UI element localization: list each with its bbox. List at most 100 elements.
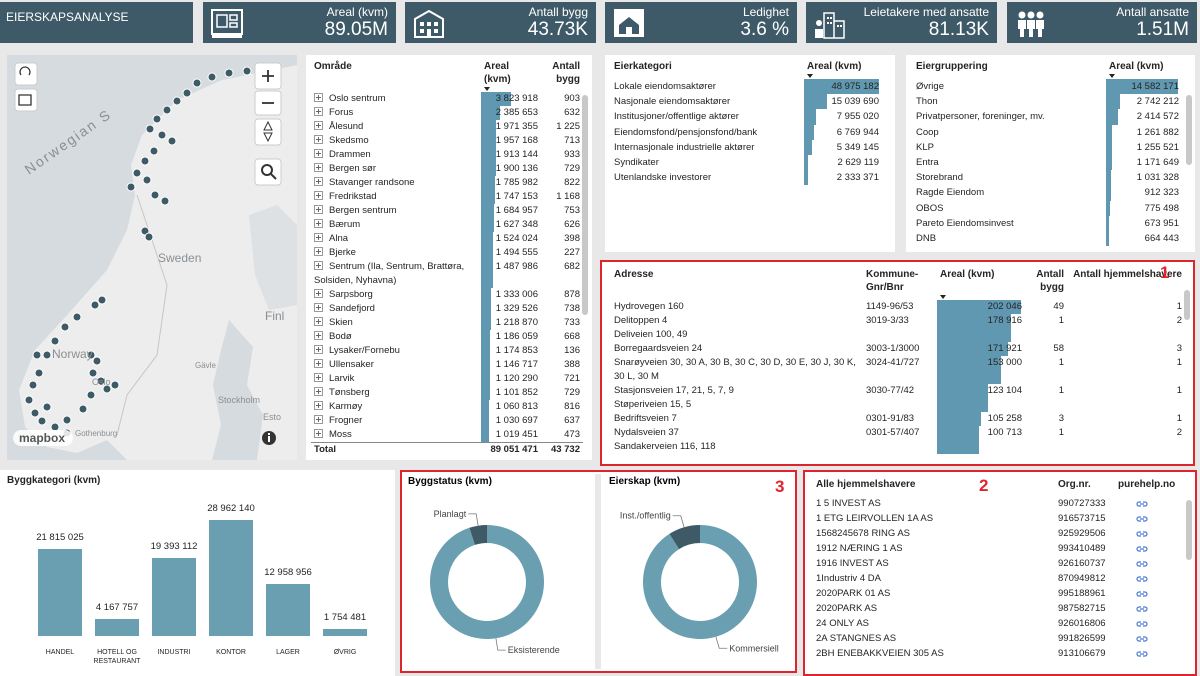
- link-icon[interactable]: [1136, 559, 1148, 569]
- column-header[interactable]: Areal (kvm): [804, 60, 882, 79]
- expand-icon[interactable]: [314, 93, 323, 102]
- cell-text: 903: [564, 93, 580, 104]
- table-cell: Thon: [913, 94, 1106, 109]
- table-cell: Stavanger randsone: [311, 176, 481, 190]
- expand-icon[interactable]: [314, 121, 323, 130]
- expand-icon[interactable]: [314, 387, 323, 396]
- donut-slice: [643, 525, 757, 639]
- cell-text: Borregaardsveien 24: [614, 343, 703, 354]
- link-icon[interactable]: [1136, 574, 1148, 584]
- kpi-card: Antall ansatte 1.51M: [1007, 2, 1197, 43]
- link-icon[interactable]: [1136, 499, 1148, 509]
- table-cell: 729: [541, 162, 583, 176]
- column-header[interactable]: Antall hjemmelshavere: [1067, 268, 1185, 300]
- table-cell: 632: [541, 106, 583, 120]
- map-control[interactable]: [14, 88, 38, 112]
- column-header[interactable]: Areal (kvm): [1106, 60, 1182, 79]
- cell-text: 2 385 653: [495, 107, 538, 118]
- cell-text: Ullensaker: [329, 359, 374, 370]
- table-cell: 870949812: [1055, 572, 1115, 587]
- table-cell: 100 713: [937, 426, 1025, 454]
- expand-icon[interactable]: [314, 359, 323, 368]
- expand-icon[interactable]: [314, 163, 323, 172]
- expand-icon[interactable]: [314, 135, 323, 144]
- expand-icon[interactable]: [314, 191, 323, 200]
- expand-icon[interactable]: [314, 401, 323, 410]
- table-cell: Hydrovegen 160: [611, 300, 863, 314]
- link-icon[interactable]: [1136, 634, 1148, 644]
- cell-text: 1 019 451: [495, 429, 538, 440]
- expand-icon[interactable]: [314, 261, 323, 270]
- table-cell: 398: [541, 232, 583, 246]
- column-header[interactable]: Antall bygg: [1025, 268, 1067, 300]
- cell-text: 2 333 371: [836, 172, 879, 184]
- expand-icon[interactable]: [314, 345, 323, 354]
- table-cell: 916573715: [1055, 512, 1115, 527]
- column-header[interactable]: purehelp.no: [1115, 478, 1175, 497]
- expand-icon[interactable]: [314, 331, 323, 340]
- map-control[interactable]: [254, 158, 282, 186]
- map[interactable]: Norwegian SSwedenFinlNorwayOsloGävleStoc…: [7, 55, 297, 460]
- expand-icon[interactable]: [314, 247, 323, 256]
- expand-icon[interactable]: [314, 219, 323, 228]
- scrollbar[interactable]: [1186, 500, 1192, 560]
- cell-text: 58: [1053, 343, 1064, 354]
- link-icon[interactable]: [1136, 589, 1148, 599]
- link-glyph: [1136, 636, 1148, 642]
- link-icon[interactable]: [1136, 604, 1148, 614]
- column-header[interactable]: Område: [311, 60, 481, 92]
- column-header[interactable]: Areal (kvm): [481, 60, 541, 92]
- expand-icon[interactable]: [314, 149, 323, 158]
- column-header[interactable]: Areal (kvm): [937, 268, 1025, 300]
- scrollbar[interactable]: [582, 95, 588, 315]
- column-header[interactable]: Adresse: [611, 268, 863, 300]
- column-header[interactable]: Alle hjemmelshavere: [813, 478, 1055, 497]
- expand-icon[interactable]: [314, 233, 323, 242]
- expand-icon[interactable]: [314, 107, 323, 116]
- bar: [323, 628, 367, 636]
- map-control[interactable]: [254, 118, 282, 146]
- column-header[interactable]: Eiergruppering: [913, 60, 1106, 79]
- cell-text: Coop: [916, 126, 939, 138]
- cell-text: 738: [564, 303, 580, 314]
- data-label: 19 393 112: [150, 541, 198, 553]
- expand-icon[interactable]: [314, 177, 323, 186]
- expand-icon[interactable]: [314, 373, 323, 382]
- kpi-icon: [815, 12, 845, 39]
- header-text: purehelp.no: [1118, 479, 1176, 490]
- expand-icon[interactable]: [314, 317, 323, 326]
- cell-text: Delitoppen 4 Deliveien 100, 49: [614, 315, 688, 340]
- table-cell: Bedriftsveien 7: [611, 412, 863, 426]
- expand-icon[interactable]: [314, 429, 323, 438]
- cell-text: 1: [1058, 357, 1064, 368]
- column-header[interactable]: Kommune-Gnr/Bnr: [863, 268, 937, 300]
- table-row: Storebrand 1 031 328: [913, 170, 1182, 186]
- table-cell: 1 261 882: [1106, 124, 1182, 140]
- expand-icon[interactable]: [314, 205, 323, 214]
- link-icon[interactable]: [1136, 619, 1148, 629]
- cell-text: 1 ETG LEIRVOLLEN 1A AS: [816, 513, 934, 524]
- table-row: Entra 1 171 649: [913, 155, 1182, 171]
- data-bar: [481, 204, 495, 218]
- cell-text: 0301-57/407: [866, 427, 920, 438]
- column-header[interactable]: Org.nr.: [1055, 478, 1115, 497]
- expand-icon[interactable]: [314, 415, 323, 424]
- map-label: Sweden: [158, 251, 201, 265]
- column-header[interactable]: Eierkategori: [611, 60, 804, 79]
- link-icon[interactable]: [1136, 514, 1148, 524]
- expand-icon[interactable]: [314, 303, 323, 312]
- column-header[interactable]: Antall bygg: [541, 60, 583, 92]
- table-cell: 682: [541, 260, 583, 288]
- scrollbar[interactable]: [1184, 290, 1190, 320]
- scrollbar[interactable]: [1186, 95, 1192, 165]
- cell-text: 1: [1058, 315, 1064, 326]
- table-cell: 1 060 813: [481, 400, 541, 414]
- expand-icon[interactable]: [314, 289, 323, 298]
- location-dot: [160, 196, 170, 206]
- map-control[interactable]: [14, 62, 38, 86]
- data-bar: [937, 426, 979, 454]
- table-cell: Ullensaker: [311, 358, 481, 372]
- link-icon[interactable]: [1136, 529, 1148, 539]
- link-icon[interactable]: [1136, 649, 1148, 659]
- link-icon[interactable]: [1136, 544, 1148, 554]
